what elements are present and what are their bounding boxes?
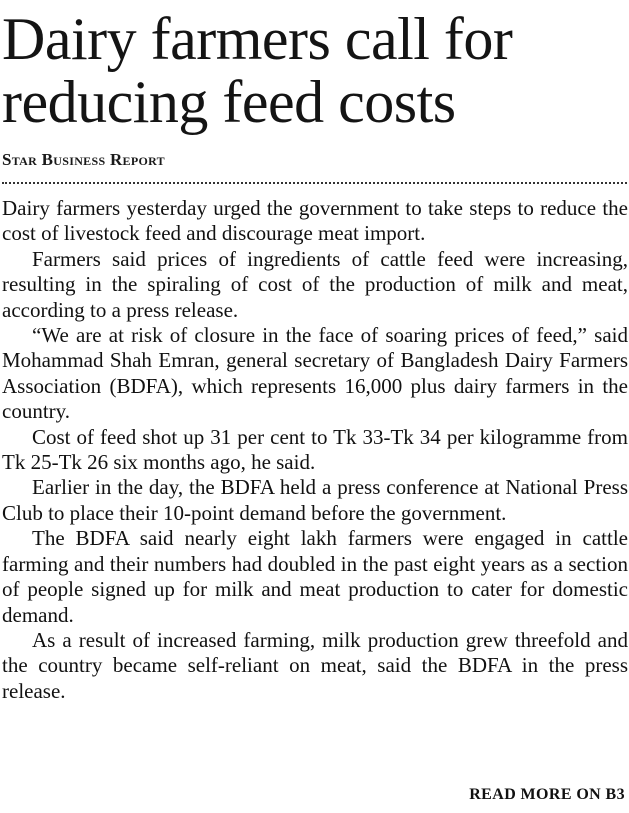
dotted-divider — [2, 182, 627, 184]
article-body: Dairy farmers yesterday urged the govern… — [2, 196, 628, 704]
paragraph: Farmers said prices of ingredients of ca… — [2, 246, 628, 322]
read-more-link[interactable]: READ MORE ON B3 — [469, 786, 625, 803]
headline: Dairy farmers call for reducing feed cos… — [2, 6, 513, 135]
byline: Star Business Report — [2, 150, 165, 169]
paragraph: Earlier in the day, the BDFA held a pres… — [2, 475, 628, 525]
paragraph: “We are at risk of closure in the face o… — [2, 323, 628, 424]
paragraph: The BDFA said nearly eight lakh farmers … — [2, 526, 628, 627]
paragraph: As a result of increased farming, milk p… — [2, 627, 628, 703]
paragraph: Cost of feed shot up 31 per cent to Tk 3… — [2, 424, 628, 475]
paragraph: Dairy farmers yesterday urged the govern… — [2, 196, 628, 246]
